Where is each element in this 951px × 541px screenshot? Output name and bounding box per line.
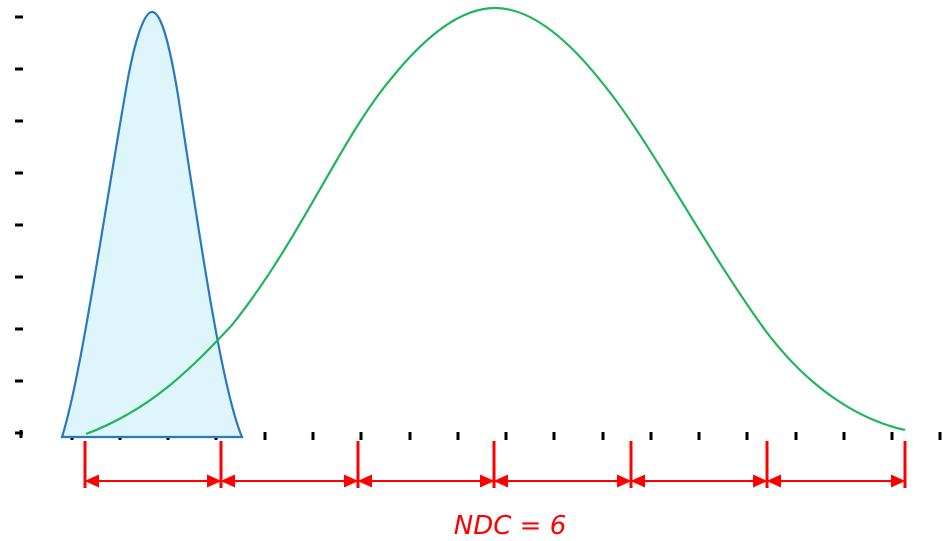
y-axis-ticks (15, 15, 23, 438)
category-boundaries (83, 441, 907, 488)
wide-distribution-curve (85, 6, 906, 436)
narrow-distribution-curve (60, 10, 244, 439)
ndc-label: NDC = 6 (454, 511, 566, 541)
category-arrows (84, 474, 906, 488)
